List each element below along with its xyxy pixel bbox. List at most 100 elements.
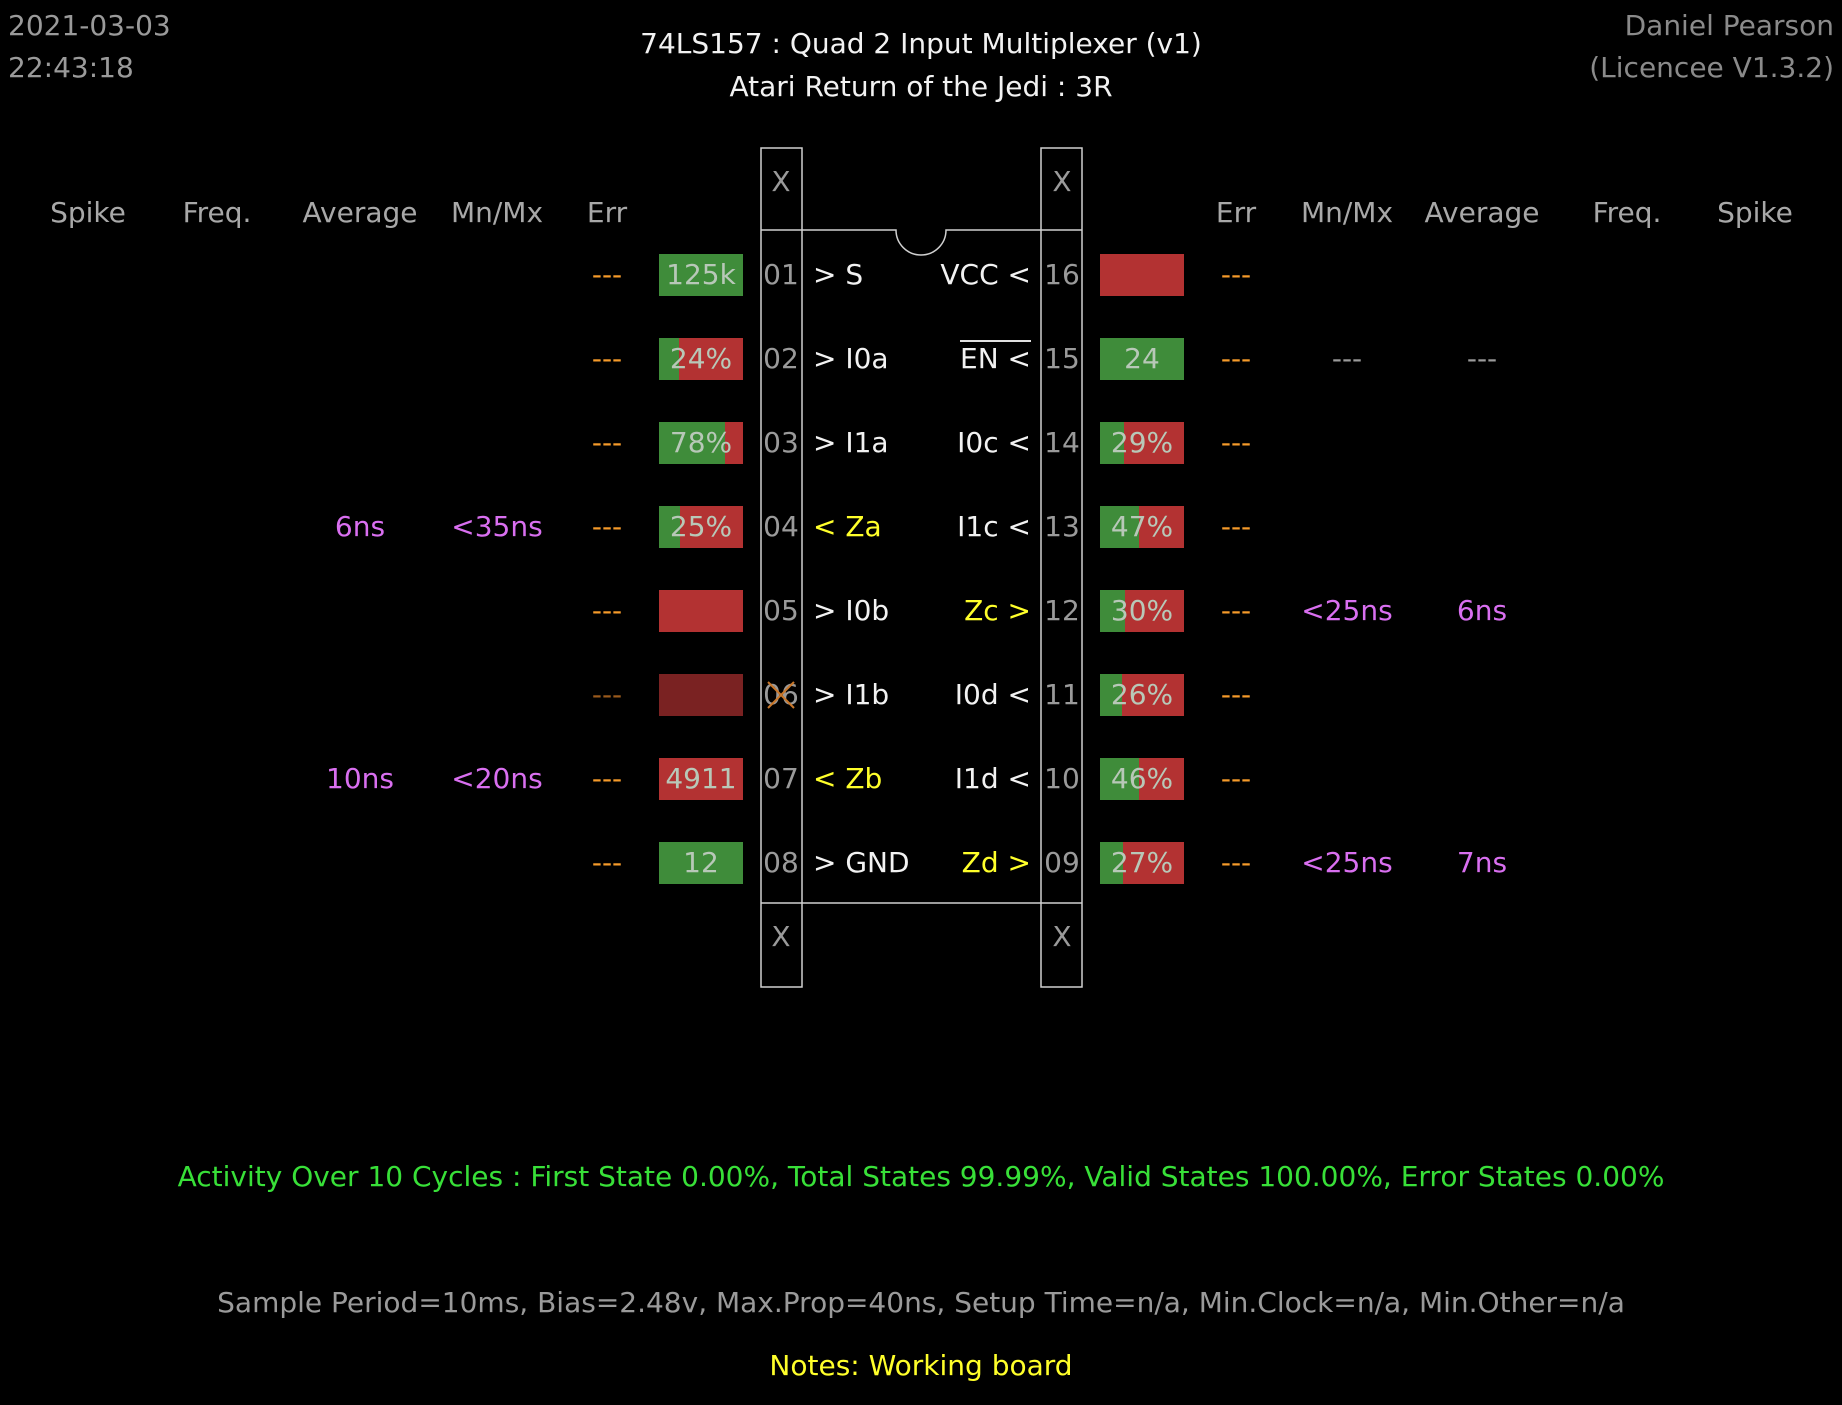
pin-14-err: --- [1220,426,1252,459]
pin-16-activity-box[interactable] [1100,254,1184,296]
pin-09-percent: 27% [1110,846,1174,879]
pin-13-name: I1c < [957,510,1031,543]
pin-15-number: 15 [1044,342,1080,375]
pin-04-name: < Za [813,510,882,543]
pin-06-cross-icon [767,681,795,709]
pin-06-activity-box[interactable] [659,674,743,716]
pin-02-percent: 24% [669,342,733,375]
pin-12-activity-box[interactable]: 30% [1100,590,1184,632]
pin-15-average: --- [1466,342,1498,375]
pin-05-number: 05 [763,594,799,627]
pin-16-number: 16 [1044,258,1080,291]
pin-01-activity-box[interactable]: 125k [659,254,743,296]
unused-marker-bottom-right: X [1052,920,1072,953]
pin-11-name: I0d < [954,678,1031,711]
pin-04-percent: 25% [669,510,733,543]
left-header-freq: Freq. [182,196,252,229]
pin-03-percent: 78% [669,426,733,459]
pin-06-name: > I1b [813,678,890,711]
pin-12-percent: 30% [1110,594,1174,627]
board-subtitle: Atari Return of the Jedi : 3R [729,70,1113,103]
date-label: 2021-03-03 [8,9,171,42]
pin-03-err: --- [591,426,623,459]
pin-10-number: 10 [1044,762,1080,795]
sample-parameters: Sample Period=10ms, Bias=2.48v, Max.Prop… [217,1286,1625,1319]
pin-10-err: --- [1220,762,1252,795]
pin-15-name-text: EN < [960,340,1031,375]
pin-01-high-fill [659,254,743,296]
pin-03-high-fill [659,422,725,464]
unused-marker-top-right: X [1052,165,1072,198]
pin-10-activity-box[interactable]: 46% [1100,758,1184,800]
pin-14-name: I0c < [957,426,1031,459]
chip-title: 74LS157 : Quad 2 Input Multiplexer (v1) [640,27,1202,60]
pin-01-err: --- [591,258,623,291]
unused-marker-top-left: X [771,165,791,198]
pin-08-number: 08 [763,846,799,879]
pin-08-err: --- [591,846,623,879]
pin-09-average: 7ns [1456,846,1508,879]
pin-04-average: 6ns [334,510,386,543]
pin-02-activity-box[interactable]: 24% [659,338,743,380]
pin-13-high-fill [1100,506,1140,548]
pin-16-value [1100,254,1184,296]
pin-16-err: --- [1220,258,1252,291]
right-header-err: Err [1215,196,1257,229]
pin-03-number: 03 [763,426,799,459]
pin-02-high-fill [659,338,680,380]
owner-name: Daniel Pearson [1624,9,1834,42]
pin-10-name: I1d < [954,762,1031,795]
pin-11-number: 11 [1044,678,1080,711]
pin-08-name: > GND [813,846,910,879]
pin-11-err: --- [1220,678,1252,711]
pin-16-name: VCC < [940,258,1031,291]
pin-12-average: 6ns [1456,594,1508,627]
pin-12-err: --- [1220,594,1252,627]
pin-02-err: --- [591,342,623,375]
pin-15-name: EN < [960,340,1031,376]
pin-12-mnmx: <25ns [1301,594,1393,627]
pin-14-activity-box[interactable]: 29% [1100,422,1184,464]
pin-07-number: 07 [763,762,799,795]
pin-09-mnmx: <25ns [1301,846,1393,879]
pin-05-activity-box[interactable] [659,590,743,632]
pin-15-activity-box[interactable]: 24 [1100,338,1184,380]
pin-07-activity-box[interactable]: 4911 [659,758,743,800]
pin-04-err: --- [591,510,623,543]
pin-15-count: 24 [1124,342,1160,375]
pin-11-activity-box[interactable]: 26% [1100,674,1184,716]
pin-01-number: 01 [763,258,799,291]
pin-15-mnmx: --- [1331,342,1363,375]
right-header-average: Average [1424,196,1540,229]
left-header-spike: Spike [50,196,126,229]
left-header-average: Average [302,196,418,229]
pin-03-activity-box[interactable]: 78% [659,422,743,464]
pin-08-high-fill [659,842,743,884]
pin-12-high-fill [1100,590,1126,632]
pin-09-activity-box[interactable]: 27% [1100,842,1184,884]
pin-07-err: --- [591,762,623,795]
pin-09-high-fill [1100,842,1123,884]
pin-12-name: Zc > [964,594,1031,627]
pin-12-number: 12 [1044,594,1080,627]
left-header-mnmx: Mn/Mx [450,196,544,229]
pin-09-number: 09 [1044,846,1080,879]
pin-07-mnmx: <20ns [451,762,543,795]
left-header-err: Err [586,196,628,229]
notes-label: Notes: Working board [769,1349,1073,1382]
pin-06-value [659,674,743,716]
pin-13-err: --- [1220,510,1252,543]
pin-10-percent: 46% [1110,762,1174,795]
pin-04-high-fill [659,506,680,548]
pin-08-activity-box[interactable]: 12 [659,842,743,884]
pin-05-value [659,590,743,632]
pin-04-activity-box[interactable]: 25% [659,506,743,548]
pin-14-high-fill [1100,422,1125,464]
pin-02-number: 02 [763,342,799,375]
pin-09-err: --- [1220,846,1252,879]
pin-13-activity-box[interactable]: 47% [1100,506,1184,548]
licence-label: (Licencee V1.3.2) [1589,51,1834,84]
pin-14-number: 14 [1044,426,1080,459]
right-header-mnmx: Mn/Mx [1300,196,1394,229]
